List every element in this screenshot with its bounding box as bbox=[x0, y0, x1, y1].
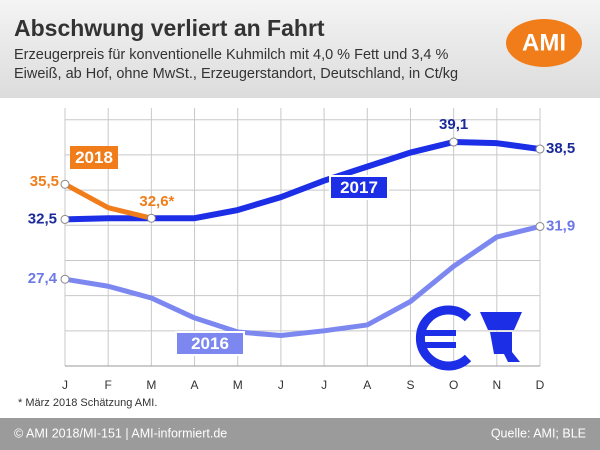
x-tick-label: J bbox=[62, 378, 68, 392]
series-name-box bbox=[175, 331, 245, 356]
x-tick-label: S bbox=[406, 378, 414, 392]
series-name-box bbox=[70, 146, 118, 169]
euro-icon bbox=[415, 305, 472, 371]
subtitle-box: Erzeugerpreis für konventionelle Kuhmilc… bbox=[14, 47, 459, 82]
footer-right: Quelle: AMI; BLE bbox=[491, 426, 586, 440]
legend-label: 2016 bbox=[191, 334, 229, 353]
x-tick-label: M bbox=[146, 378, 156, 392]
x-tick-label: M bbox=[233, 378, 243, 392]
legend-label: 2018 bbox=[75, 148, 113, 167]
milk-icon bbox=[480, 312, 522, 362]
subtitle: Erzeugerpreis für konventionelle Kuhmilc… bbox=[14, 47, 459, 82]
x-tick-label: A bbox=[191, 378, 199, 392]
chart-title: Abschwung verliert an Fahrt bbox=[14, 15, 325, 41]
header bbox=[0, 0, 600, 98]
footer bbox=[0, 418, 600, 450]
value-label: 27,4 bbox=[28, 270, 58, 287]
series-name-box bbox=[329, 175, 389, 200]
value-label: 39,1 bbox=[439, 116, 468, 133]
logo: AMI bbox=[522, 29, 566, 56]
footnote: * März 2018 Schätzung AMI. bbox=[18, 397, 157, 409]
point bbox=[535, 144, 545, 154]
series-line bbox=[62, 181, 154, 221]
x-tick-label: J bbox=[321, 378, 327, 392]
value-label: 32,5 bbox=[28, 210, 57, 227]
value-label: 31,9 bbox=[546, 217, 575, 234]
x-tick-label: O bbox=[449, 378, 458, 392]
value-label: 32,6* bbox=[139, 193, 174, 210]
value-label: 38,5 bbox=[546, 140, 575, 157]
icons bbox=[415, 305, 522, 371]
point bbox=[60, 274, 70, 284]
x-tick-label: A bbox=[363, 378, 371, 392]
euro-bar bbox=[418, 330, 456, 336]
x-tick-label: F bbox=[105, 378, 112, 392]
x-tick-label: D bbox=[536, 378, 545, 392]
series-line bbox=[62, 223, 543, 339]
legend-label: 2017 bbox=[340, 178, 378, 197]
footer-left: © AMI 2018/MI-151 | AMI-informiert.de bbox=[14, 426, 227, 440]
point bbox=[449, 137, 459, 147]
x-tick-label: N bbox=[492, 378, 501, 392]
value-label: 35,5 bbox=[30, 173, 59, 190]
x-tick-label: J bbox=[278, 378, 284, 392]
logo-badge bbox=[506, 19, 582, 67]
point bbox=[535, 221, 545, 231]
point bbox=[146, 213, 156, 223]
point bbox=[60, 179, 70, 189]
euro-bar bbox=[418, 342, 456, 348]
point bbox=[60, 214, 70, 224]
